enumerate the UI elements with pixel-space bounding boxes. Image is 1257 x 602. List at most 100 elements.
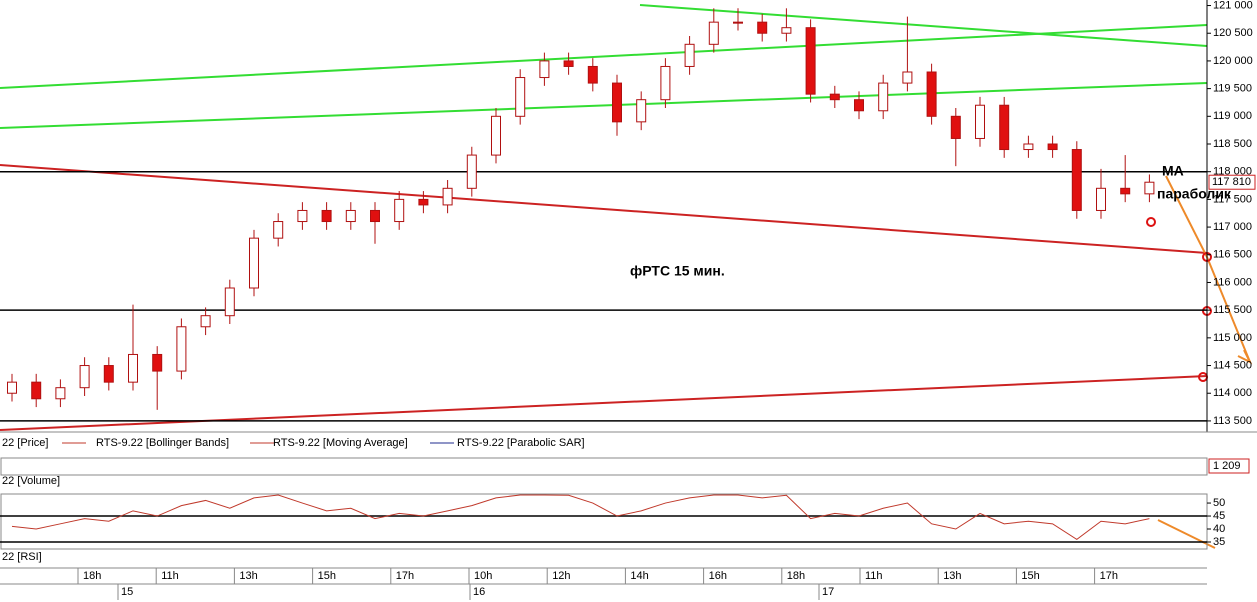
- candle-body: [273, 221, 284, 239]
- y-tick-label: 118 500: [1213, 138, 1252, 150]
- candle-body: [321, 209, 332, 223]
- volume-last-label: 1 209: [1213, 460, 1241, 472]
- candle-body: [539, 60, 550, 79]
- rsi-tick-label: 35: [1213, 536, 1225, 548]
- candle-body: [297, 209, 308, 223]
- candle-body: [249, 237, 259, 289]
- volume-panel: [0, 457, 1208, 476]
- candle-body: [1096, 187, 1106, 211]
- candle-body: [394, 198, 405, 223]
- candle-body: [152, 353, 163, 372]
- candle-body: [31, 381, 42, 400]
- candle-body: [854, 99, 864, 112]
- time-label: 17h: [1100, 570, 1118, 582]
- y-tick-label: 120 000: [1213, 55, 1253, 67]
- time-label: 11h: [865, 570, 883, 582]
- candle-body: [224, 287, 235, 317]
- candle-body: [7, 381, 17, 394]
- y-tick-label: 115 500: [1213, 304, 1252, 316]
- rsi-tick-label: 50: [1213, 497, 1225, 509]
- candle-body: [878, 82, 889, 112]
- time-label: 15h: [1021, 570, 1039, 582]
- candle-body: [829, 93, 840, 101]
- time-label: 18h: [787, 570, 805, 582]
- y-tick-label: 114 000: [1213, 387, 1252, 399]
- candle-body: [999, 104, 1010, 151]
- candle-body: [79, 365, 90, 389]
- y-tick-label: 117 500: [1213, 193, 1252, 205]
- candle-body: [515, 77, 526, 117]
- time-label: 17h: [396, 570, 414, 582]
- candle-body: [418, 198, 429, 206]
- legend-label: RTS-9.22 [Parabolic SAR]: [457, 437, 585, 449]
- candle-body: [466, 154, 477, 189]
- arrow-head: [1237, 349, 1253, 365]
- chart-title: фРТС 15 мин.: [630, 263, 725, 279]
- candle-body: [345, 209, 356, 223]
- legend-label: RTS-9.22 [Moving Average]: [273, 437, 408, 449]
- y-tick-label: 114 500: [1213, 359, 1252, 371]
- last-price-label: 117 810: [1212, 176, 1251, 188]
- candle-body: [733, 21, 743, 24]
- time-label: 15h: [318, 570, 336, 582]
- date-label: 17: [822, 586, 834, 598]
- candle-body: [442, 187, 453, 206]
- candle-body: [1144, 181, 1155, 195]
- trend-line: [0, 24, 1208, 89]
- y-tick-label: 120 500: [1213, 27, 1253, 39]
- time-label: 12h: [552, 570, 570, 582]
- candle-body: [1071, 149, 1082, 211]
- y-tick-label: 119 500: [1213, 83, 1252, 95]
- candle-body: [708, 21, 719, 45]
- date-label: 16: [473, 586, 485, 598]
- y-tick-label: 116 000: [1213, 276, 1252, 288]
- candle-body: [1120, 187, 1131, 195]
- candle-body: [491, 115, 501, 156]
- y-tick-label: 118 000: [1213, 166, 1252, 178]
- candle-body: [926, 71, 937, 117]
- rsi-panel: [0, 493, 1208, 550]
- time-label: 13h: [943, 570, 961, 582]
- trend-line: [639, 4, 1208, 47]
- candle-body: [757, 21, 768, 34]
- candle-body: [103, 365, 114, 383]
- panel-label: 22 [Volume]: [2, 475, 60, 487]
- candle-body: [902, 71, 913, 84]
- rsi-line: [11, 494, 1150, 541]
- candle-body: [587, 65, 598, 84]
- marker: [1146, 217, 1156, 227]
- y-tick-label: 119 000: [1213, 110, 1252, 122]
- candle-body: [660, 65, 671, 101]
- y-tick-label: 116 500: [1213, 249, 1252, 261]
- trend-line: [0, 82, 1208, 129]
- time-label: 16h: [709, 570, 727, 582]
- candle-body: [200, 315, 211, 328]
- candle-body: [805, 27, 816, 95]
- annotation: МА: [1162, 163, 1184, 179]
- candle-body: [1023, 143, 1034, 151]
- time-label: 10h: [474, 570, 492, 582]
- legend-label: RTS-9.22 [Bollinger Bands]: [96, 437, 229, 449]
- candle-body: [612, 82, 622, 123]
- candle-body: [563, 60, 574, 67]
- candle-body: [176, 326, 187, 372]
- candle-body: [636, 99, 647, 123]
- y-tick-label: 117 000: [1213, 221, 1252, 233]
- candle-body: [128, 353, 138, 383]
- candle-body: [1047, 143, 1058, 151]
- candle-body: [781, 27, 792, 34]
- panel-label: 22 [Price]: [2, 437, 48, 449]
- candle-body: [684, 43, 695, 67]
- date-label: 15: [121, 586, 133, 598]
- y-tick-label: 115 000: [1213, 332, 1252, 344]
- candle-body: [55, 387, 66, 400]
- forecast-arrow: [1157, 519, 1216, 549]
- candle-body: [370, 209, 380, 223]
- time-label: 13h: [239, 570, 257, 582]
- y-tick-label: 113 500: [1213, 415, 1252, 427]
- candle-body: [950, 115, 961, 139]
- rsi-tick-label: 45: [1213, 510, 1225, 522]
- volume-last-box: [1208, 458, 1250, 474]
